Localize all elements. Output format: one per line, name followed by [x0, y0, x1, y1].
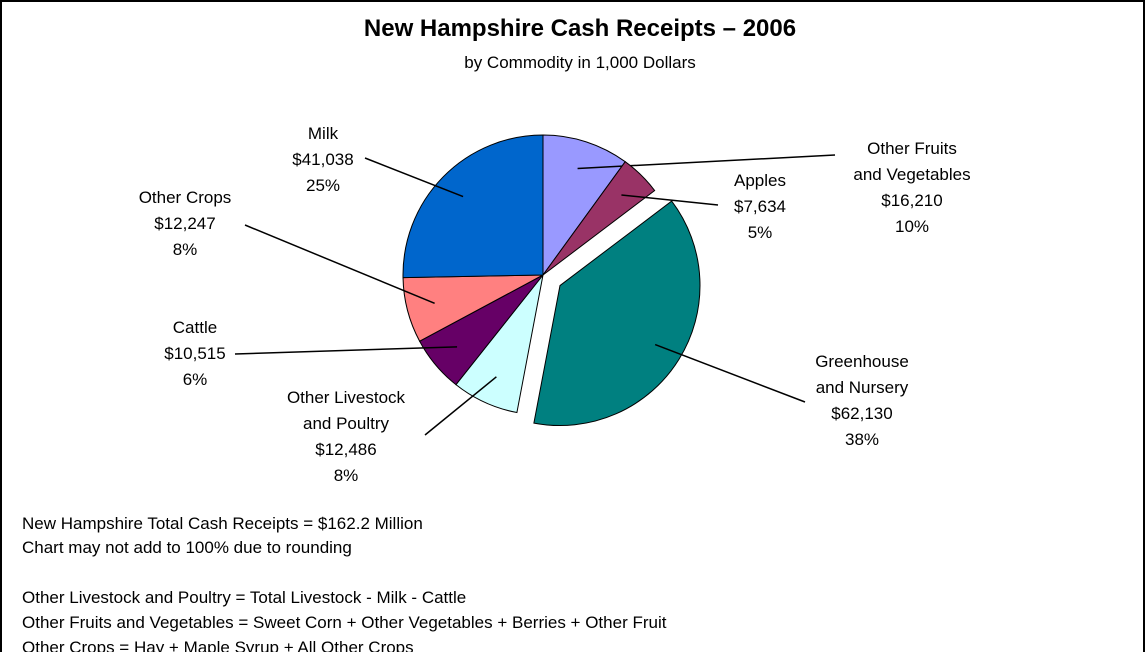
- value-label: $41,038: [292, 150, 353, 169]
- slice-label: Cattle $10,515 6%: [164, 318, 225, 389]
- slice-label: Other Fruits and Vegetables $16,210 10%: [853, 139, 970, 236]
- leader-line: [577, 154, 836, 170]
- footnote: Other Fruits and Vegetables = Sweet Corn…: [22, 613, 667, 632]
- category-label: Other Crops: [139, 188, 232, 207]
- category-label: Cattle: [173, 318, 217, 337]
- percent-label: 38%: [845, 430, 879, 449]
- slice-label: Milk $41,038 25%: [292, 124, 353, 195]
- category-label: Other Livestock: [287, 388, 406, 407]
- value-label: $16,210: [881, 191, 942, 210]
- value-label: $12,247: [154, 214, 215, 233]
- percent-label: 6%: [183, 370, 208, 389]
- chart-subtitle: by Commodity in 1,000 Dollars: [464, 53, 695, 72]
- percent-label: 5%: [748, 223, 773, 242]
- slice-label: Other Crops $12,247 8%: [139, 188, 232, 259]
- category-label: Other Fruits: [867, 139, 957, 158]
- leader-line: [364, 157, 464, 198]
- chart-title: New Hampshire Cash Receipts – 2006: [364, 15, 796, 42]
- percent-label: 8%: [173, 240, 198, 259]
- leader-line: [234, 346, 458, 355]
- value-label: $10,515: [164, 344, 225, 363]
- value-label: $62,130: [831, 404, 892, 423]
- category-label: and Poultry: [303, 414, 389, 433]
- leader-line: [621, 194, 719, 206]
- category-label: Milk: [308, 124, 339, 143]
- leader-line: [654, 343, 806, 403]
- slice-label: Greenhouse and Nursery $62,130 38%: [815, 352, 909, 449]
- footnote: Other Livestock and Poultry = Total Live…: [22, 588, 466, 607]
- pie-slice: [533, 200, 701, 427]
- slice-label: Other Livestock and Poultry $12,486 8%: [287, 388, 406, 485]
- footnote: New Hampshire Total Cash Receipts = $162…: [22, 514, 423, 533]
- footnote: Chart may not add to 100% due to roundin…: [22, 538, 352, 557]
- slice-label: Apples $7,634 5%: [734, 171, 786, 242]
- category-label: Apples: [734, 171, 786, 190]
- percent-label: 25%: [306, 176, 340, 195]
- value-label: $7,634: [734, 197, 786, 216]
- percent-label: 8%: [334, 466, 359, 485]
- percent-label: 10%: [895, 217, 929, 236]
- category-label: and Nursery: [816, 378, 909, 397]
- footnote: Other Crops = Hay + Maple Syrup + All Ot…: [22, 638, 414, 652]
- leader-line: [424, 376, 497, 436]
- value-label: $12,486: [315, 440, 376, 459]
- pie-slice: [542, 134, 626, 277]
- pie-slice: [542, 160, 656, 276]
- pie-slice: [402, 134, 544, 279]
- leader-line: [244, 224, 435, 304]
- category-label: and Vegetables: [853, 165, 970, 184]
- category-label: Greenhouse: [815, 352, 909, 371]
